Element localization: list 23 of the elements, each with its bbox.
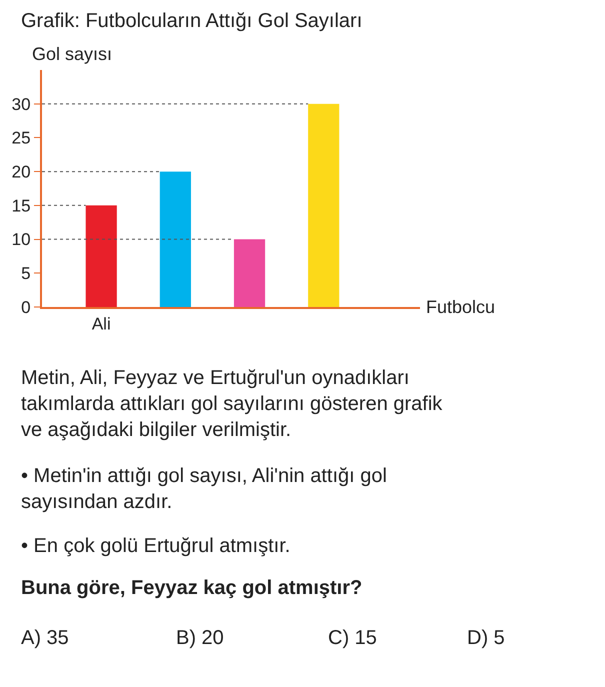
x-tick-label: Ali [92, 314, 111, 334]
text: A) 35 [21, 627, 69, 649]
y-tick-label: 30 [12, 94, 31, 114]
bar [160, 172, 191, 307]
y-tick-label: 10 [12, 230, 31, 250]
text: Buna göre, Feyyaz kaç gol atmıştır? [21, 577, 362, 599]
bar [308, 104, 340, 307]
chart-title: Grafik: Futbolcuların Attığı Gol Sayıları [21, 10, 362, 32]
y-tick-label: 0 [21, 298, 31, 317]
text: B) 20 [176, 627, 224, 649]
bar [234, 239, 266, 307]
y-tick-label: 20 [12, 162, 31, 182]
text: • Metin'in attığı gol sayısı, Ali'nin attığı gol sayısından azdır. [21, 465, 387, 513]
y-axis-title: Gol sayısı [32, 44, 112, 64]
text: Metin, Ali, Feyyaz ve Ertuğrul'un oynadıkları takımlarda attıkları gol sayılarını gösteren grafik ve aşağıdaki bilgiler verilmiştir. [21, 367, 444, 441]
y-tick-label: 5 [21, 264, 31, 284]
text: • En çok golü Ertuğrul atmıştır. [21, 535, 290, 557]
x-axis-title: Futbolcu [426, 297, 496, 317]
text: D) 5 [467, 627, 505, 649]
y-tick-label: 25 [12, 128, 31, 148]
bar [86, 205, 117, 307]
y-tick-label: 15 [12, 196, 31, 216]
text: C) 15 [328, 627, 377, 649]
